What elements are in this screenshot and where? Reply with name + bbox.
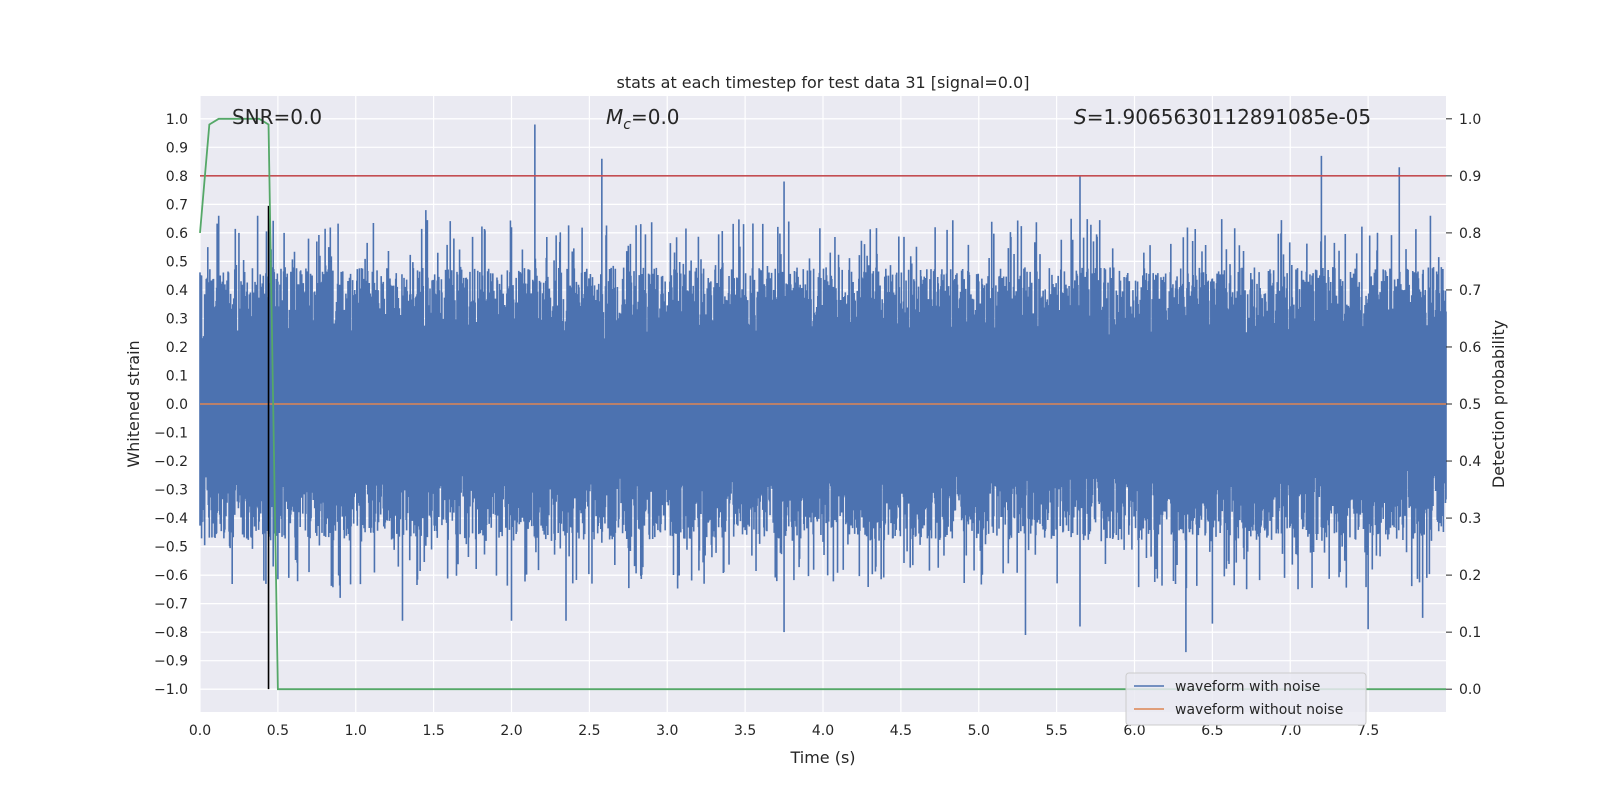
legend-box xyxy=(1125,672,1367,726)
x-tick-label: 6.5 xyxy=(1201,723,1223,739)
legend-label-clean: waveform without noise xyxy=(1175,702,1343,718)
chart-title: stats at each timestep for test data 31 … xyxy=(617,73,1030,92)
y-left-tick-label: 0.8 xyxy=(166,169,188,185)
y-axis-left-label: Whitened strain xyxy=(124,340,143,467)
x-tick-label: 7.0 xyxy=(1279,723,1301,739)
s-symbol: S xyxy=(1074,105,1087,129)
chirp-mass-symbol: M xyxy=(606,105,623,129)
x-tick-label: 0.0 xyxy=(189,723,211,739)
y-right-tick-label: 0.1 xyxy=(1459,625,1481,641)
x-tick-label: 2.5 xyxy=(578,723,600,739)
y-left-tick-label: −0.6 xyxy=(154,568,188,584)
y-left-tick-label: 0.7 xyxy=(166,197,188,213)
x-tick-label: 4.5 xyxy=(890,723,912,739)
x-axis-label: Time (s) xyxy=(789,748,855,767)
y-right-tick-label: 0.3 xyxy=(1459,511,1481,527)
y-left-tick-label: 0.9 xyxy=(166,140,188,156)
y-left-tick-label: −1.0 xyxy=(154,682,188,698)
y-left-tick-label: 0.2 xyxy=(166,340,188,356)
y-right-tick-label: 0.4 xyxy=(1459,454,1481,470)
y-right-tick-label: 0.6 xyxy=(1459,340,1481,356)
x-tick-label: 1.5 xyxy=(422,723,444,739)
detection-probability-line xyxy=(199,117,1446,691)
x-tick-label: 1.0 xyxy=(345,723,367,739)
legend-label-noise: waveform with noise xyxy=(1175,679,1320,695)
x-tick-label: 5.0 xyxy=(968,723,990,739)
s-annotation: S=1.9065630112891085e-05 xyxy=(1074,105,1371,129)
s-value: =1.9065630112891085e-05 xyxy=(1087,105,1371,129)
data-layer xyxy=(199,117,1447,691)
y-left-tick-label: −0.5 xyxy=(154,540,188,556)
y-right-tick-label: 0.8 xyxy=(1459,226,1481,242)
y-left-tick-label: −0.4 xyxy=(154,511,188,527)
y-left-tick-label: 0.3 xyxy=(166,311,188,327)
chirp-mass-subscript: c xyxy=(623,117,631,133)
x-tick-label: 7.5 xyxy=(1357,723,1379,739)
x-tick-label: 0.5 xyxy=(267,723,289,739)
x-tick-label: 6.0 xyxy=(1123,723,1145,739)
x-tick-label: 3.0 xyxy=(656,723,678,739)
ticks: 0.0 0.5 1.0 1.5 2.0 2.5 3.0 3.5 4.0 4.5 5.0 5.5 6.0 6… xyxy=(154,112,1481,739)
legend: waveform with noise waveform without noi… xyxy=(1125,672,1367,726)
y-left-tick-label: 1.0 xyxy=(166,112,188,128)
y-left-tick-label: 0.1 xyxy=(166,368,188,384)
y-left-tick-label: 0.6 xyxy=(166,226,188,242)
y-right-tick-label: 0.2 xyxy=(1459,568,1481,584)
y-right-tick-label: 0.7 xyxy=(1459,283,1481,299)
y-axis-right-label: Detection probability xyxy=(1489,320,1508,488)
x-tick-label: 4.0 xyxy=(812,723,834,739)
x-tick-label: 5.5 xyxy=(1045,723,1067,739)
y-left-tick-label: 0.4 xyxy=(166,283,188,299)
y-right-tick-label: 1.0 xyxy=(1459,112,1481,128)
x-tick-label: 3.5 xyxy=(734,723,756,739)
y-left-tick-label: −0.7 xyxy=(154,597,188,613)
y-left-tick-label: 0.5 xyxy=(166,254,188,270)
y-left-tick-label: −0.9 xyxy=(154,654,188,670)
chirp-mass-value: =0.0 xyxy=(631,105,680,129)
snr-annotation: SNR=0.0 xyxy=(232,105,322,129)
y-left-tick-label: −0.8 xyxy=(154,625,188,641)
y-left-tick-label: −0.1 xyxy=(154,426,188,442)
y-left-tick-label: 0.0 xyxy=(166,397,188,413)
y-right-tick-label: 0.5 xyxy=(1459,397,1481,413)
y-left-tick-label: −0.3 xyxy=(154,483,188,499)
y-right-tick-label: 0.9 xyxy=(1459,169,1481,185)
x-tick-label: 2.0 xyxy=(500,723,522,739)
chirp-mass-annotation: Mc=0.0 xyxy=(606,105,680,133)
y-right-tick-label: 0.0 xyxy=(1459,682,1481,698)
y-left-tick-label: −0.2 xyxy=(154,454,188,470)
